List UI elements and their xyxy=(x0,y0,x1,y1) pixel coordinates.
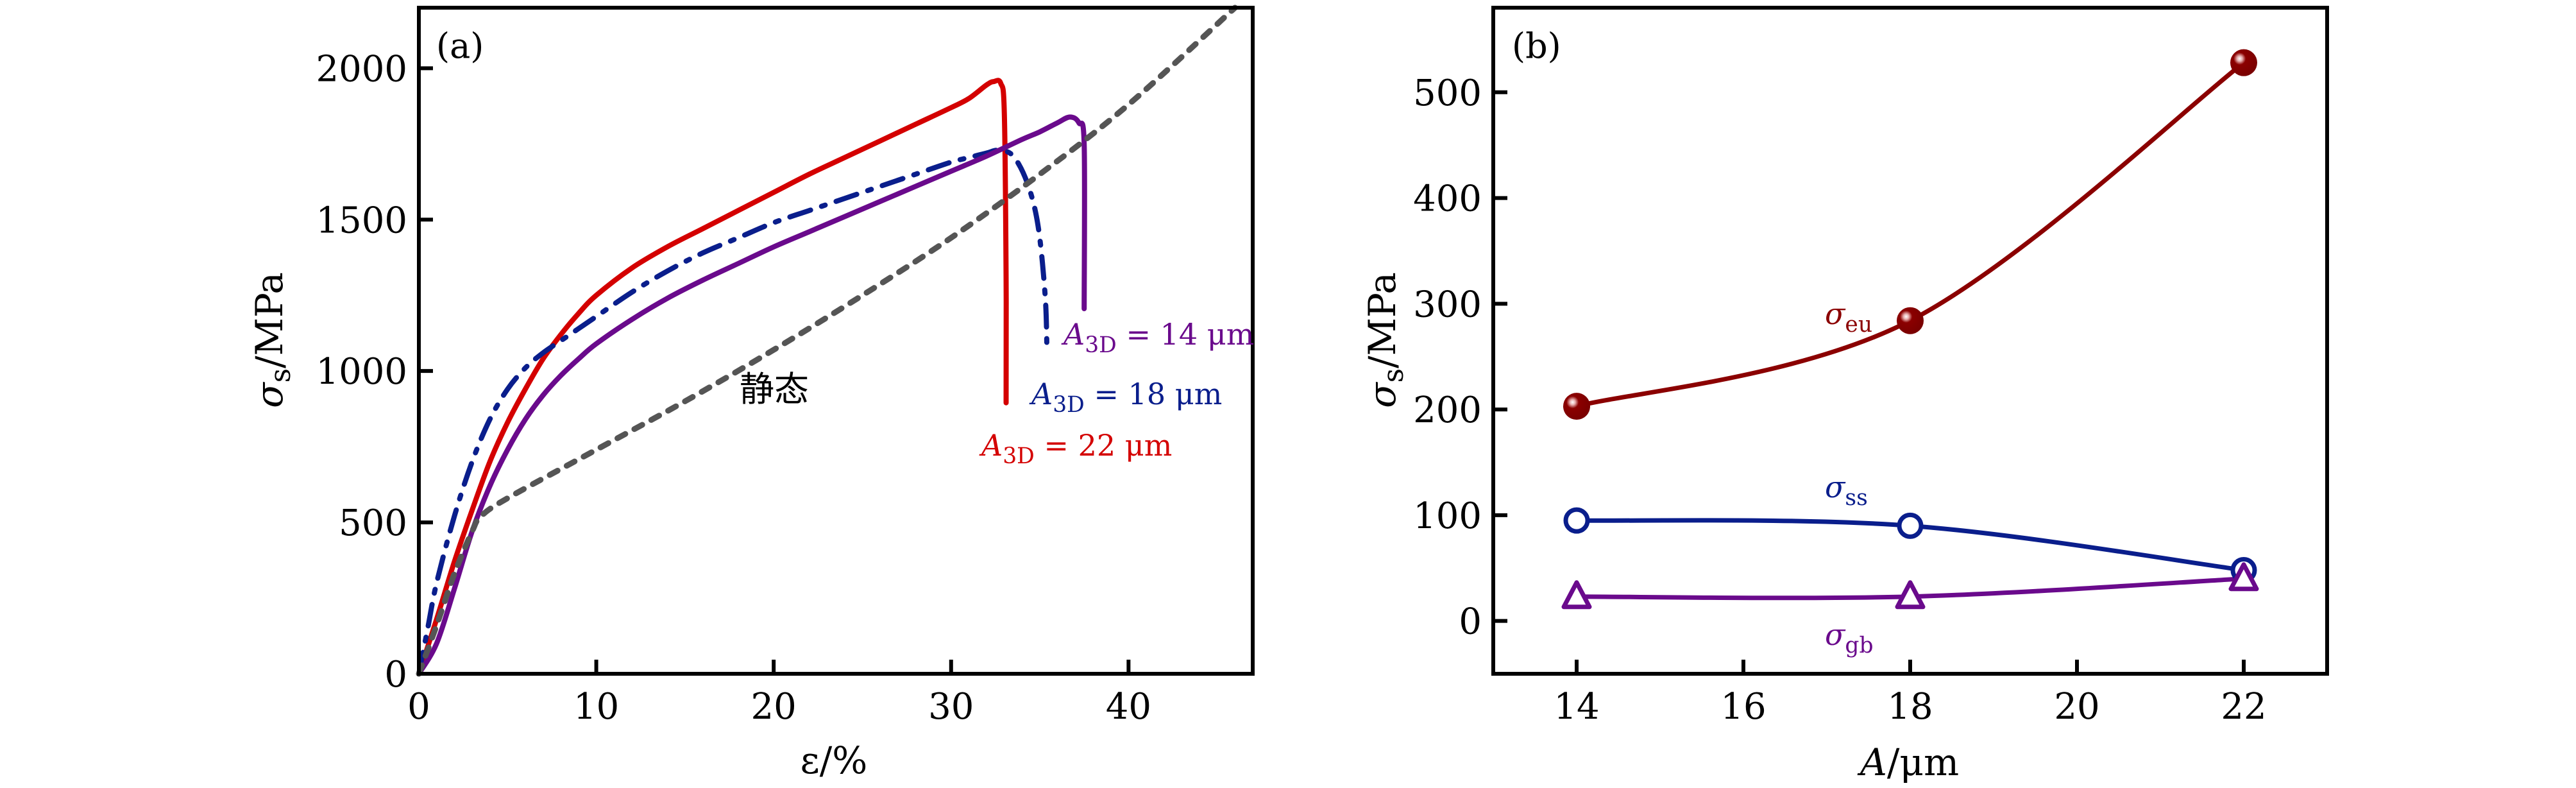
panel-a-series-labels: A3D = 22 μm A3D = 18 μm A3D = 14 μm xyxy=(979,317,1254,469)
marker-gb xyxy=(2228,562,2259,592)
panel-b-x-ticks: 14 16 18 20 22 xyxy=(1554,660,2267,728)
marker-ss xyxy=(1897,512,1924,539)
panel-b-frame xyxy=(1491,6,2329,676)
y-tick-label: 0 xyxy=(384,654,407,696)
panel-a-series xyxy=(416,4,1238,677)
x-tick-label: 20 xyxy=(751,686,797,728)
x-tick-label: 30 xyxy=(928,686,974,728)
panel-a: 0 10 20 30 40 0 500 1000 1500 2000 (a) ε/% σs/MP… xyxy=(248,4,1255,782)
panel-b-x-axis-label: A/μm xyxy=(1857,741,1959,784)
x-tick-label: 14 xyxy=(1554,686,1599,728)
series-line-318um xyxy=(416,148,1050,676)
y-tick-label: 400 xyxy=(1413,178,1482,220)
y-tick-label: 500 xyxy=(1413,73,1482,114)
series-line-static xyxy=(416,4,1238,677)
marker-eu xyxy=(1563,393,1590,420)
marker-gb xyxy=(1561,580,1592,610)
panel-b-series xyxy=(1561,49,2259,610)
series-line-314um xyxy=(416,114,1087,676)
y-tick-label: 1000 xyxy=(316,351,407,393)
marker-eu xyxy=(2230,49,2257,76)
panel-b-label: (b) xyxy=(1512,26,1561,66)
panel-b-y-ticks: 0 100 200 300 400 500 xyxy=(1413,73,1507,643)
y-tick-label: 100 xyxy=(1413,495,1482,537)
panel-a-y-ticks: 0 500 1000 1500 2000 xyxy=(316,48,433,696)
y-tick-label: 2000 xyxy=(316,48,407,90)
x-tick-label: 22 xyxy=(2221,686,2266,728)
series-line-eu xyxy=(1574,60,2246,409)
series-label-eu: σeu xyxy=(1825,296,1872,338)
x-tick-label: 10 xyxy=(573,686,619,728)
marker-eu xyxy=(1897,307,1924,334)
panel-a-x-axis-label: ε/% xyxy=(801,739,868,782)
panel-b-series-labels: σeu σss σgb xyxy=(1825,296,1874,658)
y-tick-label: 500 xyxy=(339,502,407,544)
panel-a-y-axis-label: σs/MPa xyxy=(248,272,297,408)
series-label-gb: σgb xyxy=(1825,617,1874,658)
series-label-ss: σss xyxy=(1825,470,1868,511)
y-tick-label: 300 xyxy=(1413,284,1482,325)
x-tick-label: 16 xyxy=(1720,686,1766,728)
panel-a-x-ticks: 0 10 20 30 40 xyxy=(407,660,1151,728)
panel-a-label: (a) xyxy=(436,26,484,66)
panel-a-frame xyxy=(417,6,1255,676)
panel-b-y-axis-label: σs/MPa xyxy=(1360,272,1410,408)
x-tick-label: 40 xyxy=(1106,686,1151,728)
series-line-322um xyxy=(416,78,1009,676)
static-annotation: 静态 xyxy=(740,369,809,409)
x-tick-label: 18 xyxy=(1887,686,1933,728)
series-label-22um: A3D = 22 μm xyxy=(979,428,1172,469)
marker-ss xyxy=(1563,507,1590,534)
marker-gb xyxy=(1895,580,1926,610)
x-tick-label: 20 xyxy=(2054,686,2099,728)
series-label-14um: A3D = 14 μm xyxy=(1061,317,1254,358)
series-label-18um: A3D = 18 μm xyxy=(1029,377,1222,418)
y-tick-label: 1500 xyxy=(316,200,407,241)
panel-b: 14 16 18 20 22 0 100 200 300 400 500 (b) A/μm σs/… xyxy=(1360,6,2329,784)
y-tick-label: 200 xyxy=(1413,390,1482,431)
y-tick-label: 0 xyxy=(1459,601,1482,643)
x-tick-label: 0 xyxy=(407,686,430,728)
